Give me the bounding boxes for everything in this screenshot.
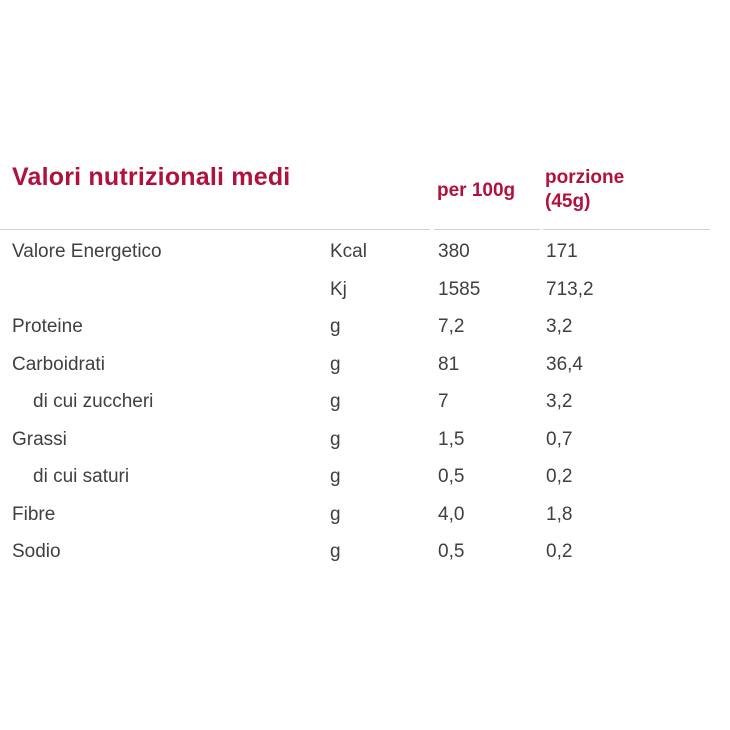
row-value-portion: 36,4 (546, 353, 583, 375)
row-value-portion: 3,2 (546, 391, 573, 412)
table-row-saturated-fats: di cui saturi g 0,5 0,2 (0, 461, 730, 499)
row-value-portion: 0,2 (546, 466, 573, 487)
row-unit: Kcal (330, 241, 367, 262)
column-header-portion-line2: (45g) (545, 191, 591, 212)
row-value-per-100g: 7,2 (438, 316, 465, 337)
table-row-fats: Grassi g 1,5 0,7 (0, 424, 730, 462)
row-unit: g (330, 466, 341, 487)
row-label: di cui saturi (33, 466, 130, 487)
row-value-per-100g: 0,5 (438, 541, 465, 562)
table-header: Valori nutrizionali medi per 100g porzio… (0, 0, 730, 235)
row-unit: g (330, 541, 341, 562)
row-value-per-100g: 7 (438, 391, 449, 412)
header-divider (434, 229, 540, 230)
row-label: Valore Energetico (12, 241, 162, 262)
table-title: Valori nutrizionali medi (12, 163, 291, 191)
row-value-portion: 0,7 (546, 428, 573, 450)
header-divider (0, 229, 430, 230)
row-value-per-100g: 1,5 (438, 428, 465, 450)
table-row-energy-kj: Kj 1585 713,2 (0, 274, 730, 312)
row-value-portion: 1,8 (546, 503, 573, 525)
row-label: Proteine (12, 316, 83, 337)
column-header-portion-line1: porzione (545, 167, 625, 188)
row-unit: g (330, 316, 341, 337)
row-value-per-100g: 4,0 (438, 503, 465, 525)
row-label: Grassi (12, 428, 67, 450)
column-header-portion: porzione (45g) (545, 166, 624, 214)
table-row-fibre: Fibre g 4,0 1,8 (0, 499, 730, 537)
table-row-proteins: Proteine g 7,2 3,2 (0, 311, 730, 349)
table-row-sodium: Sodio g 0,5 0,2 (0, 536, 730, 574)
table-row-energy-kcal: Valore Energetico Kcal 380 171 (0, 236, 730, 274)
header-divider (543, 229, 710, 230)
row-label: Fibre (12, 503, 56, 525)
row-label: Sodio (12, 541, 61, 562)
row-value-portion: 713,2 (546, 278, 594, 300)
row-value-per-100g: 380 (438, 241, 470, 262)
row-unit: g (330, 353, 341, 375)
row-value-per-100g: 0,5 (438, 466, 465, 487)
row-value-portion: 171 (546, 241, 578, 262)
table-row-carbohydrates: Carboidrati g 81 36,4 (0, 349, 730, 387)
column-header-per-100g: per 100g (437, 180, 516, 201)
table-body: Valore Energetico Kcal 380 171 Kj 1585 7… (0, 236, 730, 574)
row-unit: g (330, 428, 341, 450)
row-unit: g (330, 503, 341, 525)
row-value-per-100g: 81 (438, 353, 460, 375)
table-row-sugars: di cui zuccheri g 7 3,2 (0, 386, 730, 424)
row-label: Carboidrati (12, 353, 105, 375)
row-unit: Kj (330, 278, 347, 300)
row-label: di cui zuccheri (33, 391, 154, 412)
row-value-per-100g: 1585 (438, 278, 481, 300)
row-value-portion: 0,2 (546, 541, 573, 562)
row-unit: g (330, 391, 341, 412)
row-value-portion: 3,2 (546, 316, 573, 337)
